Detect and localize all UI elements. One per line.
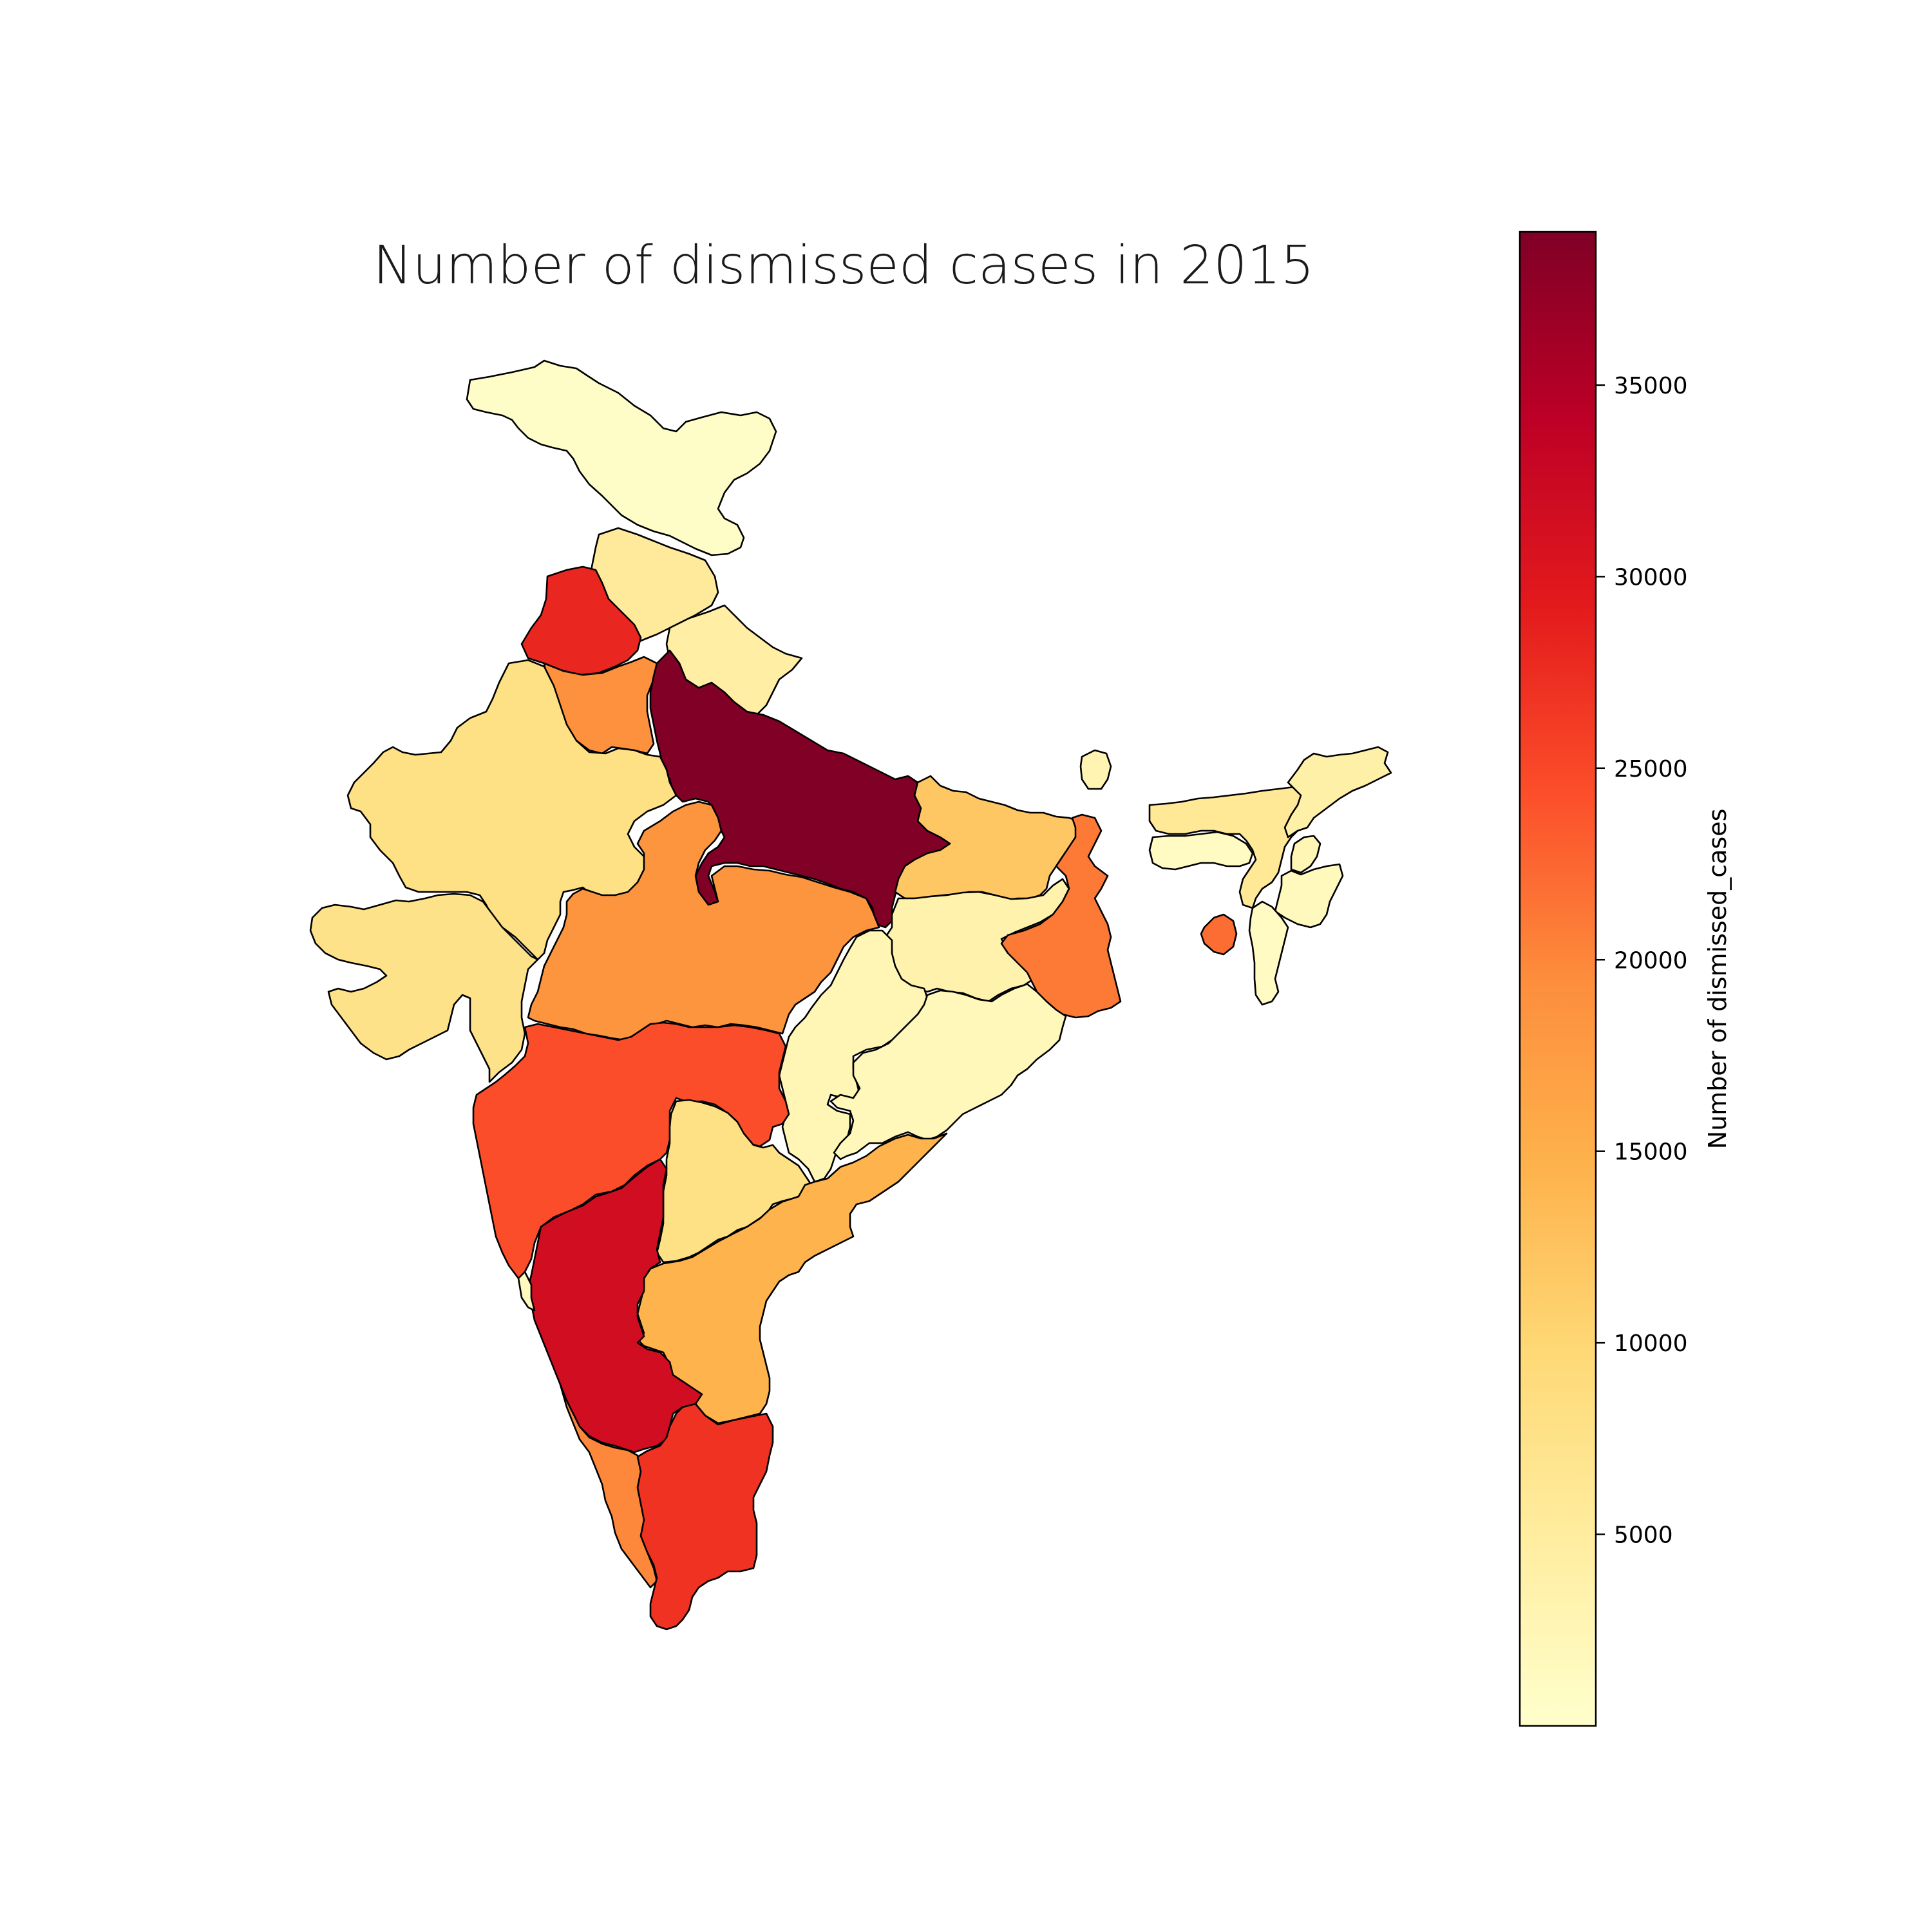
region-punjab [520,565,642,676]
region-sikkim [1079,749,1112,790]
colorbar-tick-label: 35000 [1614,373,1688,399]
region-arunachal-pradesh [1283,746,1392,838]
chart-title: Number of dismissed cases in 2015 [373,235,1314,296]
region-west-bengal [1000,813,1122,1019]
colorbar: 5000 10000 15000 20000 25000 30000 35000 Numbe… [1519,231,1732,1727]
colorbar-tick-label: 30000 [1614,564,1688,591]
region-jammu-kashmir [466,359,777,556]
region-goa [517,1271,536,1312]
colorbar-ticks: 5000 10000 15000 20000 25000 30000 35000 [1596,373,1688,1549]
region-gujarat [309,893,539,1083]
region-meghalaya [1148,831,1254,871]
region-mizoram [1248,900,1289,1006]
region-manipur [1274,863,1344,929]
colorbar-tick-label: 20000 [1614,947,1688,974]
region-tamil-nadu [636,1403,774,1631]
colorbar-gradient [1519,231,1597,1727]
colorbar-tick-label: 15000 [1614,1139,1688,1166]
region-nagaland [1290,835,1321,874]
colorbar-label: Number of dismissed_cases [1703,809,1732,1150]
region-tripura [1200,913,1238,956]
colorbar-tick-label: 25000 [1614,756,1688,782]
colorbar-tick-label: 10000 [1614,1331,1688,1357]
region-karnataka [527,1158,703,1454]
india-map [309,359,1392,1631]
colorbar-tick-label: 5000 [1614,1522,1673,1549]
region-maharashtra [472,1021,790,1280]
